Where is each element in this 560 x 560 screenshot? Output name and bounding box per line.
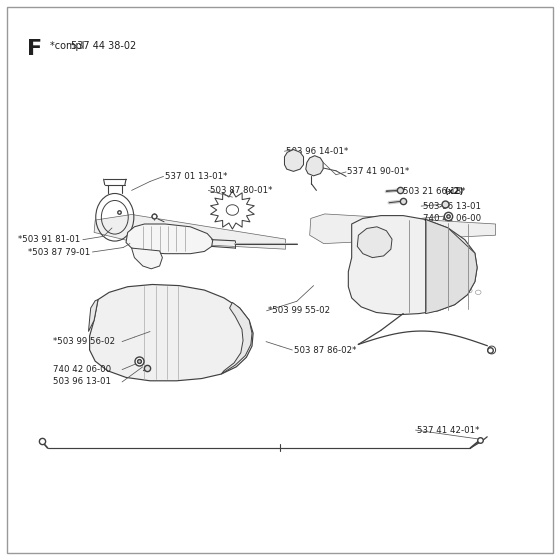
Text: *503 87 79-01: *503 87 79-01 (28, 248, 90, 256)
Text: 503 96 13-01: 503 96 13-01 (423, 202, 481, 211)
Text: 537 41 90-01*: 537 41 90-01* (347, 167, 409, 176)
FancyBboxPatch shape (7, 7, 553, 553)
Text: 503 87 86-02*: 503 87 86-02* (294, 346, 356, 354)
Polygon shape (126, 224, 213, 254)
Text: *503 91 81-01: *503 91 81-01 (18, 235, 80, 244)
Text: 503 87 80-01*: 503 87 80-01* (210, 186, 272, 195)
Polygon shape (310, 214, 496, 244)
Polygon shape (88, 300, 98, 332)
Text: 740 42 06-00: 740 42 06-00 (423, 214, 481, 223)
Polygon shape (348, 216, 477, 315)
Polygon shape (132, 248, 162, 269)
Polygon shape (426, 220, 477, 314)
Polygon shape (357, 227, 392, 258)
Polygon shape (94, 214, 286, 249)
Text: *503 99 56-02: *503 99 56-02 (53, 337, 115, 346)
Polygon shape (221, 302, 252, 374)
Text: 740 42 06-00: 740 42 06-00 (53, 365, 111, 374)
Text: F: F (27, 39, 42, 59)
Polygon shape (306, 156, 323, 176)
Polygon shape (90, 284, 253, 381)
Text: (x2): (x2) (445, 187, 464, 196)
Text: 537 44 38-02: 537 44 38-02 (71, 41, 137, 51)
Text: 537 41 42-01*: 537 41 42-01* (417, 426, 479, 435)
Polygon shape (284, 150, 304, 171)
Text: *compl: *compl (50, 41, 88, 51)
Text: 503 96 13-01: 503 96 13-01 (53, 377, 111, 386)
Text: 537 01 13-01*: 537 01 13-01* (165, 172, 227, 181)
Text: 503 21 66-18*: 503 21 66-18* (403, 187, 468, 196)
Text: 503 96 14-01*: 503 96 14-01* (286, 147, 348, 156)
Text: *503 99 55-02: *503 99 55-02 (268, 306, 330, 315)
